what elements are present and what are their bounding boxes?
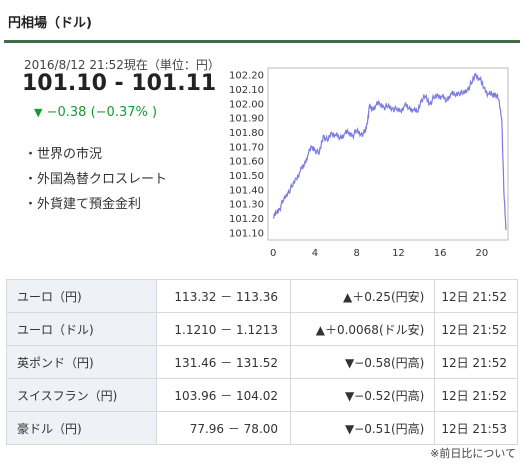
up-arrow-icon: ▲ [315,322,325,337]
section-header: 円相場（ドル) [0,0,524,44]
y-tick-label: 101.30 [229,200,264,211]
change-value: ＋0.25(円安) [352,289,425,304]
change-value: −0.52(円高) [354,388,425,403]
update-time: 12日 21:52 [434,378,518,412]
currency-name[interactable]: 英ポンド（円) [6,345,157,379]
link-world-markets[interactable]: ・世界の市況 [24,147,103,162]
rates-table: ユーロ（円) 113.32 － 113.36 ▲＋0.25(円安) 12日 21:52… [6,279,518,445]
section-title: 円相場（ドル) [8,16,92,31]
quote-change: ▼ −0.38 (−0.37% ) [34,105,157,120]
down-arrow-icon: ▼ [344,388,355,403]
y-tick-label: 101.10 [229,228,264,239]
quote-change-value: −0.38 (−0.37% ) [46,105,158,120]
footnote-link[interactable]: ※前日比について [430,447,516,460]
link-cross-rates[interactable]: ・外国為替クロスレート [24,172,168,187]
y-tick-label: 101.70 [229,142,264,153]
x-tick-label: 8 [354,248,360,259]
change-value: ＋0.0068(ドル安) [324,322,425,337]
x-tick-label: 4 [312,248,318,259]
change-cell: ▲＋0.0068(ドル安) [290,312,436,346]
quote-timestamp: 2016/8/12 21:52現在（単位：円） [24,58,220,72]
y-tick-label: 101.80 [229,128,264,139]
change-value: −0.58(円高) [354,355,425,370]
intraday-chart: 102.20 102.10 102.00 101.90 101.80 101.70 101.… [229,67,509,259]
currency-name[interactable]: ユーロ（円) [6,279,157,313]
series-line [272,72,507,231]
down-arrow-icon: ▼ [344,355,355,370]
y-tick-label: 102.20 [229,71,264,82]
currency-name[interactable]: スイスフラン（円) [6,378,157,412]
update-time: 12日 21:53 [434,411,518,445]
down-arrow-icon: ▼ [34,106,43,119]
quote-price: 101.10 - 101.11 [22,71,217,96]
x-tick-label: 0 [270,248,276,259]
update-time: 12日 21:52 [434,345,518,379]
currency-name[interactable]: 豪ドル（円) [6,411,157,445]
change-cell: ▲＋0.25(円安) [290,279,436,313]
y-tick-label: 102.10 [229,85,264,96]
change-cell: ▼−0.58(円高) [290,345,436,379]
table-row: ユーロ（円) 113.32 － 113.36 ▲＋0.25(円安) 12日 21:52 [6,279,518,313]
update-time: 12日 21:52 [434,312,518,346]
header-divider [4,40,520,43]
chart-plot-area [267,67,509,241]
change-cell: ▼−0.51(円高) [290,411,436,445]
y-tick-label: 101.90 [229,114,264,125]
bid-ask: 1.1210 － 1.1213 [155,312,292,346]
x-tick-label: 12 [392,248,405,259]
bid-ask: 77.96 － 78.00 [155,411,292,445]
bid-ask: 113.32 － 113.36 [155,279,292,313]
related-links: ・世界の市況 ・外国為替クロスレート ・外貨建て預金金利 [24,142,167,217]
y-tick-label: 101.20 [229,214,264,225]
bid-ask: 131.46 － 131.52 [155,345,292,379]
table-row: ユーロ（ドル) 1.1210 － 1.1213 ▲＋0.0068(ドル安) 12日 2… [6,312,518,346]
y-tick-label: 102.00 [229,99,264,110]
change-cell: ▼−0.52(円高) [290,378,436,412]
table-row: 英ポンド（円) 131.46 － 131.52 ▼−0.58(円高) 12日 21:5… [6,345,518,379]
bid-ask: 103.96 － 104.02 [155,378,292,412]
update-time: 12日 21:52 [434,279,518,313]
down-arrow-icon: ▼ [344,421,355,436]
link-deposit-rates[interactable]: ・外貨建て預金金利 [24,197,142,212]
currency-name[interactable]: ユーロ（ドル) [6,312,157,346]
y-tick-label: 101.60 [229,157,264,168]
table-row: スイスフラン（円) 103.96 － 104.02 ▼−0.52(円高) 12日 21… [6,378,518,412]
up-arrow-icon: ▲ [342,289,353,304]
table-row: 豪ドル（円) 77.96 － 78.00 ▼−0.51(円高) 12日 21:53 [6,411,518,445]
x-tick-label: 20 [476,248,489,259]
change-value: −0.51(円高) [354,421,425,436]
x-tick-label: 16 [434,248,447,259]
y-tick-label: 101.50 [229,171,264,182]
y-tick-label: 101.40 [229,185,264,196]
